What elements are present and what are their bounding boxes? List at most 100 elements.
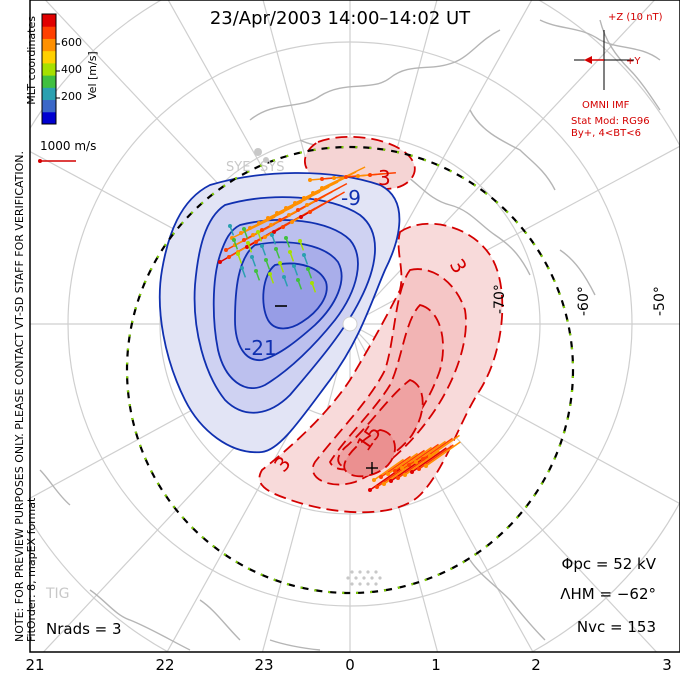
colorbar-tick-label: 400 [61,63,82,76]
velocity-vector-origin [251,233,255,237]
velocity-vector-origin [417,467,421,471]
velocity-vector [408,443,439,466]
colorbar-segment [42,26,56,39]
velocity-vector-origin [382,482,386,486]
velocity-vector-origin [257,221,261,225]
stat-lambda-hm: ΛHM = −62° [560,585,656,603]
velocity-vector [309,191,345,213]
plot-frame [29,0,680,653]
colorbar-segment [42,38,56,52]
stat-model-condition: By+, 4<BT<6 [571,128,641,139]
colorbar-ticks [56,43,60,99]
velocity-vector-origin [287,213,291,217]
velocity-vector-origin [403,473,407,477]
velocity-vector-origin [254,240,258,244]
velocity-vector-origin [368,173,372,177]
velocity-vector-origin [254,269,258,273]
reference-vector-origin [38,159,42,163]
colorbar-segment [42,14,56,27]
velocity-vector [373,458,404,481]
velocity-vector-origin [407,463,411,467]
velocity-vector-origin [379,475,383,479]
velocity-vector-origin [314,198,318,202]
velocity-vector-origin [396,476,400,480]
velocity-vector-origin [245,245,249,249]
velocity-vector-origin [290,220,294,224]
velocity-vector-origin [414,460,418,464]
velocity-vector-origin [421,457,425,461]
velocity-vector-origin [428,454,432,458]
velocity-vector-origin [269,223,273,227]
velocity-vector [369,171,396,176]
colorbar-tick-label: 600 [61,36,82,49]
station-label: SYE [226,160,251,175]
positive-potential-cell [258,135,504,514]
velocity-vector [380,455,411,478]
velocity-vector-origin [296,278,300,282]
velocity-vector-origin [375,485,379,489]
potential-max-marker [366,462,378,474]
velocity-vector-origin [292,264,296,268]
mlt-label: 2 [531,656,541,674]
velocity-vector-origin [275,211,279,215]
colorbar-segment [42,111,56,125]
velocity-vector-origin [393,469,397,473]
map-title: 23/Apr/2003 14:00–14:02 UT [209,8,471,29]
latitude-label: -70° [492,284,508,314]
velocity-vector-origin [308,210,312,214]
velocity-vector-origin [302,253,306,257]
imf-y-label: +Y [626,56,641,67]
contour-label: 3 [378,166,391,190]
mlt-label: 23 [254,656,274,674]
velocity-vector-origin [281,225,285,229]
velocity-vector-origin [278,261,282,265]
velocity-vector [394,449,425,472]
velocity-vector-origin [386,472,390,476]
velocity-vector-origin [288,250,292,254]
imf-source-label: OMNI IMF [582,100,630,111]
velocity-vector-origin [400,466,404,470]
velocity-vector-origin [310,281,314,285]
velocity-vector-origin [228,224,232,228]
velocity-vector [387,452,418,475]
velocity-vectors [218,166,461,492]
mlt-label: 22 [155,656,175,674]
velocity-vector-origin [266,216,270,220]
velocity-vector [425,441,461,467]
velocity-vector-origin [263,235,267,239]
velocity-vector-origin [311,191,315,195]
radar-site-markers [254,148,382,586]
velocity-vector-origin [410,470,414,474]
side-note-coords: MLT coordinates [25,16,38,105]
velocity-vector [429,434,460,457]
colorbar-segment [42,62,56,76]
colorbar-segment [42,75,56,88]
velocity-vector-origin [299,215,303,219]
reference-vector-label: 1000 m/s [40,139,97,153]
velocity-vector-origin [236,252,240,256]
velocity-vector-origin [274,247,278,251]
imf-z-label: +Z (10 nT) [608,12,663,23]
colorbar-segment [42,50,56,64]
velocity-vector-origin [306,267,310,271]
velocity-vector-origin [250,255,254,259]
mlt-label: 21 [25,656,45,674]
side-note: NOTE: FOR PREVIEW PURPOSES ONLY. PLEASE … [13,16,38,642]
velocity-vector-origin [284,236,288,240]
velocity-vector-origin [232,238,236,242]
imf-vector-head [584,56,592,64]
velocity-vector-origin [239,231,243,235]
velocity-vector-origin [424,464,428,468]
velocity-vector-origin [320,186,324,190]
contour-label: -9 [341,186,361,210]
velocity-vector-origin [272,230,276,234]
stat-model-label: Stat Mod: RG96 [571,116,650,127]
colorbar-title: Vel [m/s] [86,51,99,100]
velocity-vector-origin [282,275,286,279]
velocity-vector [401,446,432,469]
velocity-vector-origin [246,241,250,245]
velocity-vector-origin [256,230,260,234]
velocity-vector-origin [270,233,274,237]
colorbar-tick-label: 200 [61,90,82,103]
side-note-fitorder: FitOrder: 8, mapEX format [25,497,38,642]
